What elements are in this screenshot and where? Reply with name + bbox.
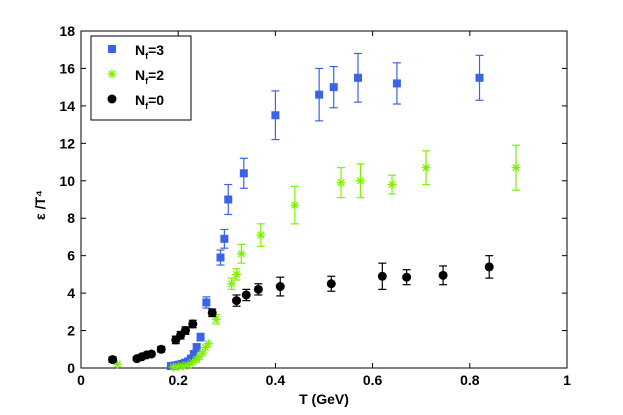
data-point: [203, 339, 213, 349]
data-point: [511, 163, 521, 173]
x-tick-label: 0.4: [266, 372, 286, 388]
data-point: [271, 111, 280, 120]
data-point: [290, 200, 300, 210]
y-tick-label: 14: [59, 98, 75, 114]
y-tick-label: 8: [67, 210, 75, 226]
y-tick-label: 12: [59, 135, 75, 151]
series-square: [166, 52, 484, 371]
data-point: [156, 344, 166, 354]
data-point: [475, 73, 484, 82]
data-point: [484, 262, 494, 272]
data-point: [202, 298, 211, 307]
data-point: [329, 83, 338, 92]
asterisk-stroke: [113, 360, 122, 368]
data-point: [354, 73, 363, 82]
x-tick-label: 0: [77, 372, 85, 388]
asterisk-stroke: [198, 349, 207, 357]
y-tick-label: 2: [67, 323, 75, 339]
y-tick-label: 0: [67, 360, 75, 376]
legend-box: [90, 35, 192, 121]
series-asterisk: [112, 144, 521, 372]
data-point: [253, 284, 263, 294]
data-point: [188, 319, 198, 329]
data-point: [146, 349, 156, 359]
data-point: [355, 176, 365, 186]
asterisk-stroke: [228, 280, 236, 288]
data-point: [207, 308, 217, 318]
asterisk-stroke: [337, 179, 345, 187]
data-point: [232, 269, 242, 279]
data-point: [387, 180, 397, 190]
data-point: [315, 90, 324, 99]
data-point: [186, 354, 195, 363]
data-point: [198, 348, 207, 358]
legend-marker: [107, 69, 117, 79]
data-point: [236, 249, 246, 259]
data-point: [224, 195, 233, 204]
asterisk-stroke: [388, 180, 396, 189]
x-tick-label: 0.6: [363, 372, 383, 388]
data-point: [189, 349, 198, 358]
data-point: [183, 360, 193, 370]
y-tick-label: 6: [67, 248, 75, 264]
data-point: [241, 290, 251, 300]
data-point: [402, 272, 412, 282]
asterisk-stroke: [169, 363, 177, 371]
asterisk-stroke: [291, 201, 299, 209]
asterisk-stroke: [422, 164, 430, 172]
y-tick-label: 16: [59, 60, 75, 76]
y-tick-label: 10: [59, 173, 75, 189]
data-point: [239, 169, 248, 178]
y-tick-label: 4: [67, 285, 75, 301]
asterisk-stroke: [184, 361, 192, 369]
x-tick-label: 1: [563, 372, 571, 388]
legend-label: Nf=0: [135, 92, 164, 111]
legend-label: Nf=2: [135, 67, 164, 86]
legend-marker: [107, 94, 117, 104]
y-tick-label: 18: [59, 23, 75, 39]
asterisk-stroke: [204, 340, 212, 348]
data-point: [377, 271, 387, 281]
data-point: [108, 355, 118, 365]
data-point: [232, 296, 242, 306]
asterisk-stroke: [512, 164, 520, 172]
data-point: [180, 326, 190, 336]
asterisk-stroke: [356, 177, 365, 185]
y-axis-label: ε /T⁴: [32, 190, 48, 220]
series-circle: [108, 255, 494, 365]
legend-label: Nf=3: [135, 42, 164, 61]
x-axis-label: T (GeV): [299, 391, 349, 407]
asterisk-stroke: [212, 315, 220, 323]
asterisk-stroke: [257, 231, 265, 239]
data-point: [275, 282, 285, 292]
asterisk-stroke: [174, 362, 182, 371]
data-point: [438, 270, 448, 280]
asterisk-stroke: [108, 70, 116, 78]
legend-marker: [108, 45, 116, 53]
data-point: [256, 230, 266, 240]
asterisk-stroke: [179, 362, 187, 370]
asterisk-stroke: [237, 250, 246, 258]
data-point: [220, 234, 229, 243]
data-point: [392, 79, 401, 88]
data-series: [108, 52, 521, 372]
data-point: [336, 178, 346, 188]
legend: Nf=3 Nf=2 Nf=0: [90, 35, 192, 121]
data-point: [192, 343, 201, 352]
data-point: [326, 279, 336, 289]
asterisk-stroke: [232, 270, 241, 279]
x-tick-label: 0.8: [460, 372, 480, 388]
data-point: [421, 163, 431, 173]
data-point: [216, 253, 225, 262]
asterisk-stroke: [189, 358, 197, 367]
data-point: [196, 333, 205, 342]
plot-frame: [80, 30, 568, 369]
data-point: [227, 279, 237, 289]
x-tick-label: 0.2: [168, 372, 188, 388]
